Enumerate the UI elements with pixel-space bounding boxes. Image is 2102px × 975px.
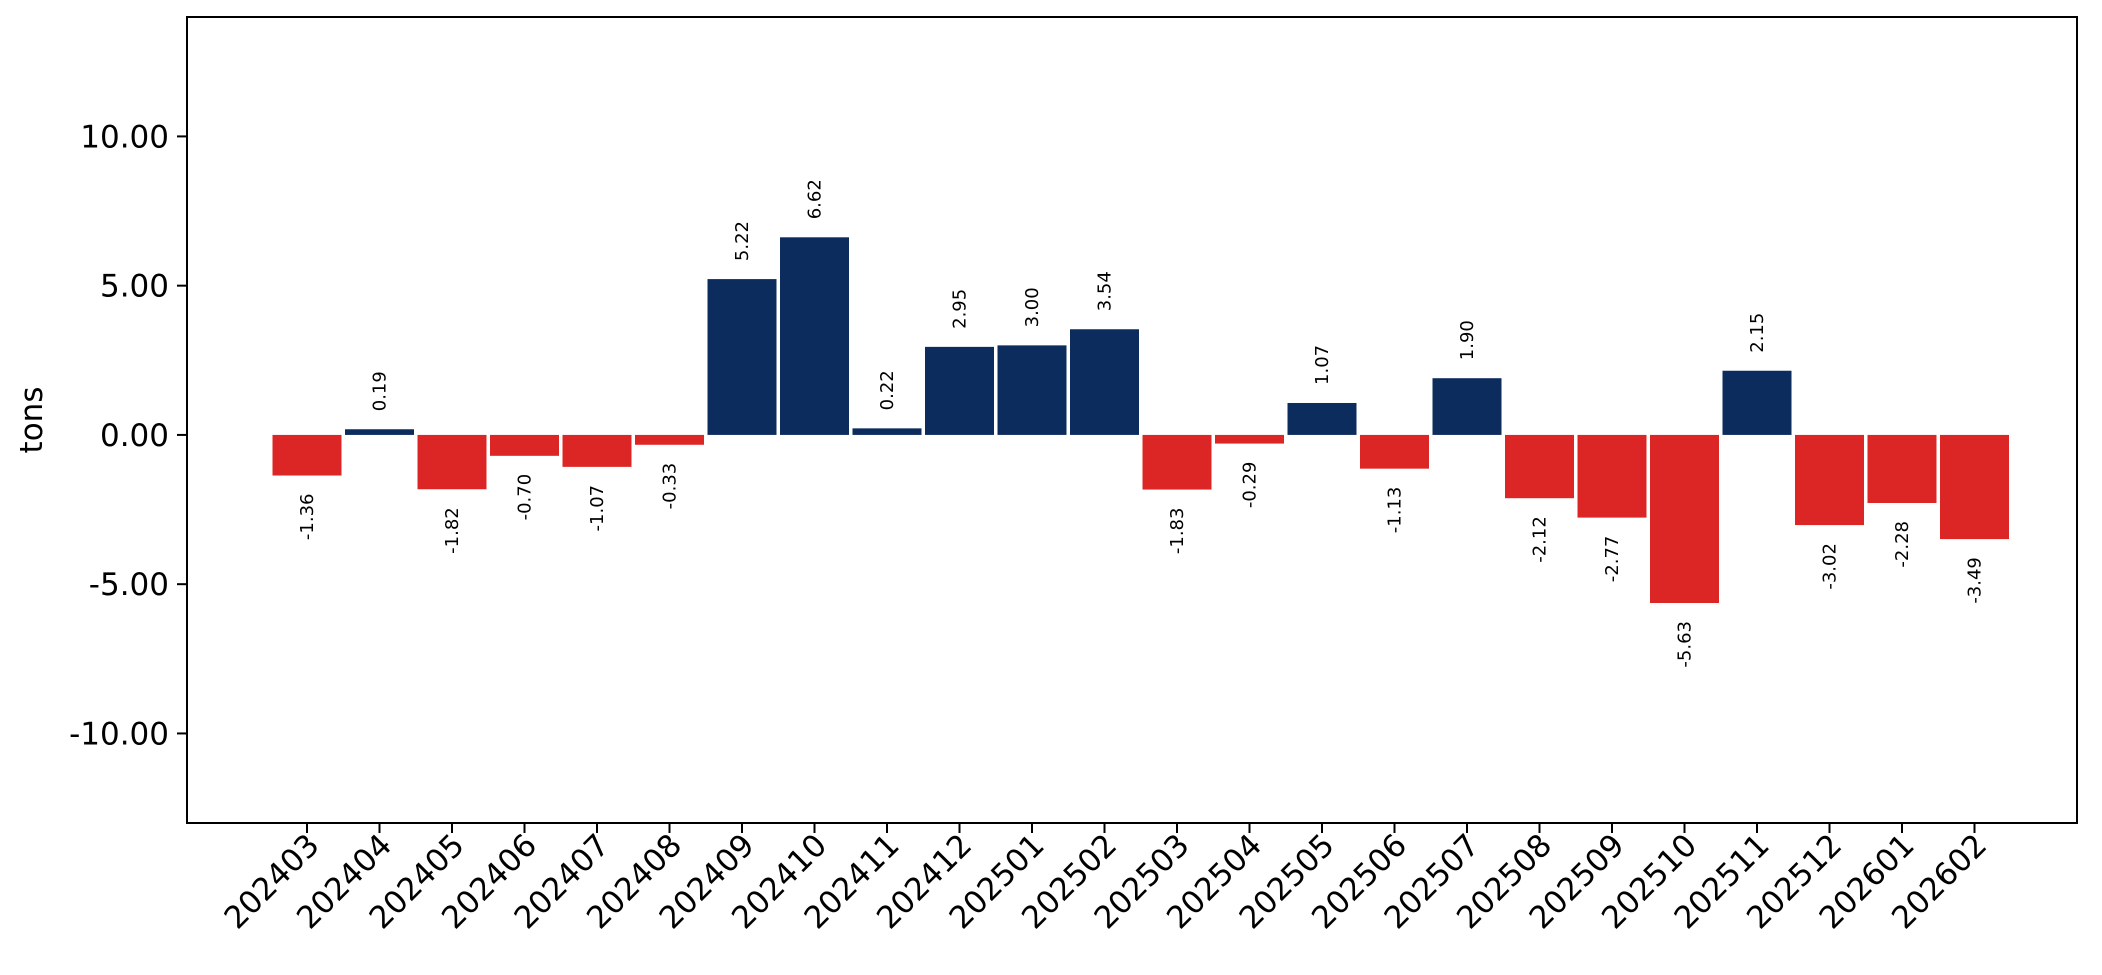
bar <box>345 429 414 435</box>
bar <box>1867 434 1937 503</box>
data-label: 1.90 <box>1457 320 1478 360</box>
bar <box>852 428 922 435</box>
y-tick-label: -10.00 <box>69 716 169 752</box>
bar <box>1795 434 1864 526</box>
bar <box>707 279 777 435</box>
data-label: -1.82 <box>442 507 463 554</box>
bar <box>272 434 342 476</box>
x-axis: 2024032024042024052024062024072024082024… <box>218 823 1994 936</box>
bar <box>1650 434 1719 603</box>
data-label: -2.12 <box>1530 516 1551 563</box>
bar <box>1505 434 1574 499</box>
data-label: -0.70 <box>515 474 536 521</box>
y-tick-label: 5.00 <box>100 269 169 305</box>
data-labels: -1.36 0.19 -1.82 -0.70 -1.07 -0.33 5.22 6.62 0.2… <box>297 179 1986 667</box>
bar <box>1432 378 1502 435</box>
bar <box>1142 434 1212 490</box>
data-label: -1.13 <box>1385 487 1406 534</box>
bar <box>635 434 704 445</box>
data-label: -5.63 <box>1675 621 1696 668</box>
data-label: 5.22 <box>732 221 753 261</box>
data-label: 1.07 <box>1312 345 1333 385</box>
data-label: 0.19 <box>370 371 391 411</box>
data-label: 6.62 <box>805 179 826 219</box>
bar <box>780 237 849 435</box>
bar <box>1940 434 2009 540</box>
data-label: 3.00 <box>1022 287 1043 327</box>
data-label: -2.28 <box>1892 521 1913 568</box>
data-label: -1.83 <box>1167 508 1188 555</box>
y-axis: -10.00 -5.00 0.00 5.00 10.00 <box>69 119 187 752</box>
y-tick-label: -5.00 <box>89 567 169 603</box>
data-label: -1.36 <box>297 494 318 541</box>
bar <box>1215 434 1284 444</box>
data-label: -3.02 <box>1820 543 1841 590</box>
bar <box>1722 370 1792 435</box>
data-label: 0.22 <box>877 370 898 410</box>
data-label: 2.95 <box>950 289 971 329</box>
bar <box>417 434 487 490</box>
data-label: -3.49 <box>1965 557 1986 604</box>
bar <box>1070 329 1139 435</box>
bar <box>997 345 1067 435</box>
y-tick-label: 0.00 <box>100 418 169 454</box>
data-label: -0.33 <box>660 463 681 510</box>
bar <box>1360 434 1429 469</box>
bar <box>925 346 994 435</box>
data-label: -1.07 <box>587 485 608 532</box>
bar <box>1577 434 1647 518</box>
bar <box>490 434 559 456</box>
data-label: -2.77 <box>1602 536 1623 583</box>
data-label: -0.29 <box>1240 462 1261 509</box>
bar <box>1287 402 1357 435</box>
data-label: 3.54 <box>1095 271 1116 311</box>
bars-layer <box>272 237 2009 603</box>
y-axis-label: tons <box>14 387 50 454</box>
bar <box>562 434 632 467</box>
data-label: 2.15 <box>1747 313 1768 353</box>
y-tick-label: 10.00 <box>80 119 169 155</box>
plot-area-frame <box>186 16 2078 824</box>
